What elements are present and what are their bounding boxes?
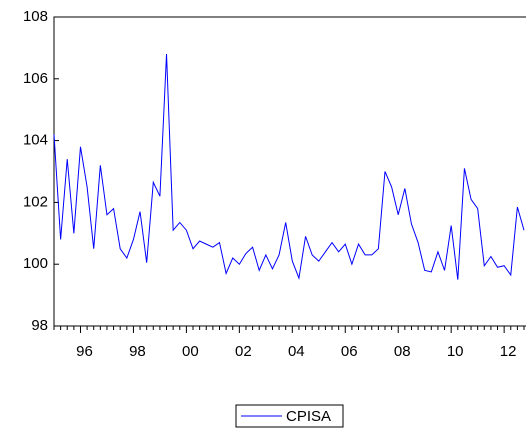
data-line [53, 54, 525, 281]
y-tick-label: 106 [23, 70, 48, 87]
x-tick-label: 06 [341, 343, 358, 360]
legend-box [235, 404, 344, 428]
x-tick-label: 02 [235, 343, 252, 360]
y-tick-label: 108 [23, 8, 48, 25]
plot-frame [53, 16, 526, 327]
x-tick-label: 00 [182, 343, 199, 360]
y-tick-label: 102 [23, 193, 48, 210]
y-tick-label: 98 [31, 317, 48, 334]
x-tick-label: 04 [288, 343, 305, 360]
x-tick-label: 12 [500, 343, 517, 360]
legend: CPISA [235, 404, 344, 428]
y-tick-label: 100 [23, 255, 48, 272]
x-tick-label: 10 [447, 343, 464, 360]
x-tick-label: 96 [76, 343, 93, 360]
x-tick-label: 98 [129, 343, 146, 360]
legend-label: CPISA [286, 408, 331, 425]
y-tick-label: 104 [23, 132, 48, 149]
x-tick-label: 08 [394, 343, 411, 360]
